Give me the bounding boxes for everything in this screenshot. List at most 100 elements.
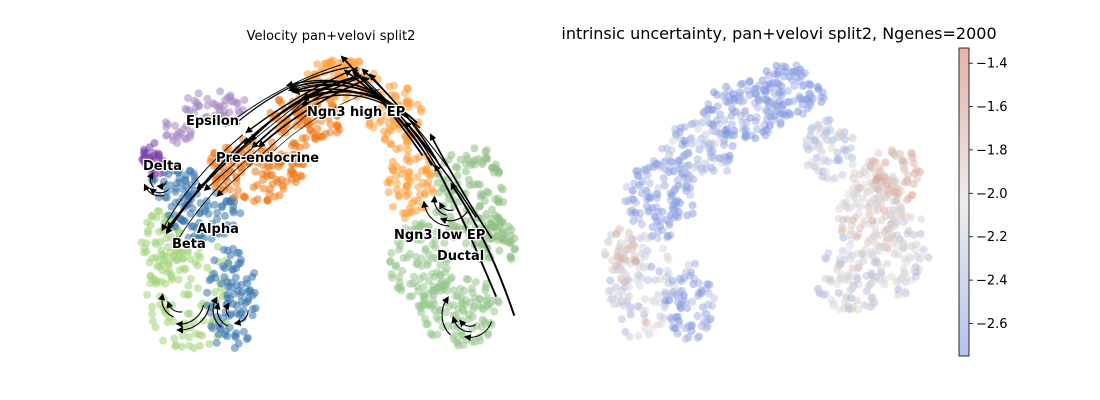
uncertainty-point xyxy=(672,313,681,322)
cell-point xyxy=(470,144,479,153)
uncertainty-point xyxy=(814,85,823,94)
uncertainty-point xyxy=(856,224,865,233)
cell-point xyxy=(248,149,257,157)
cell-point xyxy=(146,154,155,163)
cell-point xyxy=(471,277,480,286)
uncertainty-point xyxy=(853,296,861,305)
uncertainty-point xyxy=(819,94,828,102)
uncertainty-point xyxy=(822,128,831,137)
uncertainty-point xyxy=(908,191,917,199)
uncertainty-point xyxy=(665,164,674,173)
cell-point xyxy=(224,258,233,267)
cell-point xyxy=(227,278,236,287)
uncertainty-point xyxy=(902,258,911,266)
cell-point xyxy=(383,178,392,187)
uncertainty-point xyxy=(924,253,933,262)
velocity-panel-title: Velocity pan+velovi split2 xyxy=(247,29,416,44)
uncertainty-point xyxy=(600,247,609,256)
uncertainty-point xyxy=(660,303,669,312)
uncertainty-point xyxy=(753,125,762,134)
cell-point xyxy=(235,248,244,257)
streamline xyxy=(434,163,497,297)
uncertainty-points xyxy=(600,61,933,344)
uncertainty-point xyxy=(912,240,921,249)
uncertainty-point xyxy=(720,116,729,125)
cell-point xyxy=(250,197,259,206)
cell-point xyxy=(298,134,307,143)
cell-point xyxy=(239,327,248,336)
uncertainty-point xyxy=(883,259,892,268)
cell-point xyxy=(212,338,221,347)
cell-point xyxy=(220,273,229,281)
cell-point xyxy=(498,185,507,194)
cell-point xyxy=(185,333,194,342)
cell-point xyxy=(401,224,410,233)
cell-point xyxy=(215,106,224,115)
cell-point xyxy=(163,120,172,129)
uncertainty-point xyxy=(784,108,793,117)
cell-point xyxy=(140,149,149,158)
uncertainty-point xyxy=(837,227,846,236)
uncertainty-point xyxy=(673,292,682,301)
cell-point xyxy=(475,202,484,211)
uncertainty-point xyxy=(724,98,733,107)
cell-point xyxy=(210,288,219,297)
cell-point xyxy=(444,195,453,204)
uncertainty-point xyxy=(824,119,832,128)
cell-point xyxy=(426,329,435,338)
cell-point xyxy=(305,119,314,128)
cell-point xyxy=(476,336,485,345)
uncertainty-panel-title: intrinsic uncertainty, pan+velovi split2… xyxy=(561,24,996,43)
uncertainty-point xyxy=(642,166,650,175)
cell-point xyxy=(411,219,420,228)
cell-point xyxy=(157,277,166,286)
cell-point xyxy=(203,94,212,103)
uncertainty-point xyxy=(645,205,654,214)
uncertainty-point xyxy=(647,262,656,271)
uncertainty-point xyxy=(660,181,669,190)
cell-point xyxy=(183,290,192,299)
cell-point xyxy=(242,335,251,344)
uncertainty-point xyxy=(728,142,737,150)
uncertainty-point xyxy=(849,303,857,312)
uncertainty-point xyxy=(818,147,827,156)
uncertainty-point xyxy=(629,195,638,204)
cell-point xyxy=(387,140,396,148)
cell-point xyxy=(426,171,435,180)
uncertainty-point xyxy=(616,239,625,248)
cell-point xyxy=(419,283,428,292)
cell-point xyxy=(462,239,471,248)
uncertainty-point xyxy=(651,159,660,168)
uncertainty-point xyxy=(656,275,665,284)
cell-point xyxy=(279,184,288,193)
cell-point xyxy=(425,250,433,259)
uncertainty-point xyxy=(909,265,918,274)
cell-point xyxy=(184,192,193,201)
cell-point xyxy=(393,179,402,188)
uncertainty-point xyxy=(662,144,671,153)
cell-point xyxy=(263,162,272,170)
uncertainty-point xyxy=(670,186,679,195)
uncertainty-point xyxy=(803,161,812,169)
uncertainty-point xyxy=(688,201,697,210)
uncertainty-point xyxy=(778,62,787,71)
cell-point xyxy=(393,284,402,293)
uncertainty-point xyxy=(635,281,644,290)
uncertainty-point xyxy=(664,255,673,264)
uncertainty-point xyxy=(659,173,668,182)
uncertainty-point xyxy=(698,118,707,127)
uncertainty-point xyxy=(894,205,903,214)
cell-point xyxy=(155,156,164,165)
cell-point xyxy=(470,156,479,165)
cell-point xyxy=(500,237,508,245)
cell-point xyxy=(148,302,157,311)
cell-point xyxy=(203,263,212,272)
cell-point xyxy=(174,128,183,137)
cell-point xyxy=(144,229,152,238)
cell-point xyxy=(174,275,183,284)
cell-point xyxy=(488,163,497,172)
uncertainty-point xyxy=(654,183,663,192)
cell-point xyxy=(461,167,470,176)
cell-point xyxy=(229,244,237,253)
uncertainty-point xyxy=(867,293,876,302)
